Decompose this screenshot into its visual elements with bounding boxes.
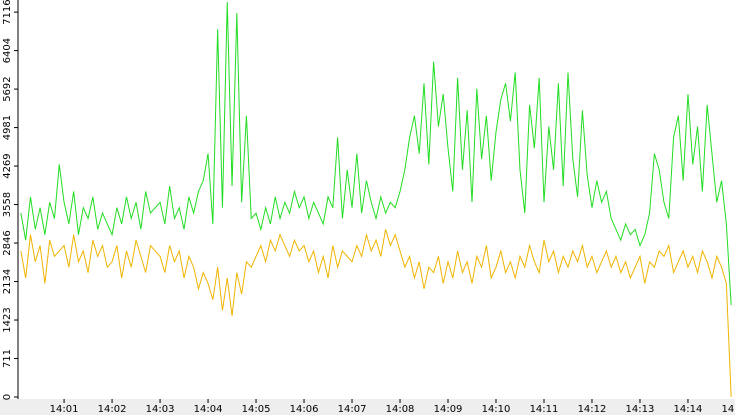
x-tick-label: 14:11 — [530, 404, 559, 415]
x-tick-label: 14:07 — [338, 404, 367, 415]
x-tick-label: 14:04 — [194, 404, 223, 415]
x-tick-label: 14:12 — [578, 404, 607, 415]
y-tick-label: 7116 — [2, 0, 13, 25]
x-tick-label: 14:03 — [146, 404, 175, 415]
series-line — [20, 229, 732, 398]
x-tick-label: 14:02 — [98, 404, 127, 415]
y-tick-label: 4269 — [2, 153, 13, 178]
x-axis-band — [0, 399, 735, 415]
y-tick-label: 1423 — [2, 307, 13, 332]
series-line — [20, 2, 732, 306]
x-tick-label: 14:13 — [626, 404, 655, 415]
y-tick-label: 4981 — [2, 115, 13, 140]
x-tick-label: 14:09 — [434, 404, 463, 415]
y-tick-label: 6404 — [2, 38, 13, 63]
y-tick-label: 0 — [2, 394, 13, 400]
x-tick-label: 14:01 — [50, 404, 79, 415]
y-tick-label: 711 — [2, 349, 13, 368]
x-tick-label: 14:05 — [242, 404, 271, 415]
x-tick-label: 14:08 — [386, 404, 415, 415]
y-tick-label: 2134 — [2, 269, 13, 294]
x-tick-label: 14:14 — [674, 404, 703, 415]
y-tick-label: 5692 — [2, 76, 13, 101]
x-tick-label: 14:06 — [290, 404, 319, 415]
y-tick-label: 3558 — [2, 192, 13, 217]
x-tick-label: 14:15 — [722, 404, 735, 415]
y-tick-label: 2846 — [2, 230, 13, 255]
x-tick-label: 14:10 — [482, 404, 511, 415]
